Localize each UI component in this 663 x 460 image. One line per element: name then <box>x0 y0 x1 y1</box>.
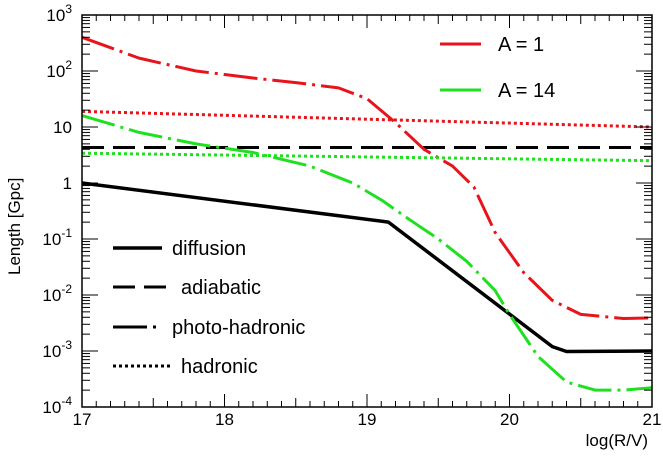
style-legend-label-diffusion: diffusion <box>172 238 246 260</box>
y-tick-label: 102 <box>46 58 72 81</box>
x-tick-labels: 17 18 19 20 21 <box>73 410 662 429</box>
x-tick-label: 21 <box>643 410 662 429</box>
x-tick-label: 18 <box>215 410 234 429</box>
series-hadronic-5 <box>81 151 653 163</box>
plot-frame <box>81 14 653 408</box>
color-legend: A = 1 A = 14 <box>440 34 555 102</box>
y-tick-labels: 10-4 10-3 10-2 10-1 1 10 102 103 <box>42 2 72 417</box>
y-tick-label: 1 <box>63 174 72 193</box>
axis-ticks <box>81 14 653 408</box>
style-legend-label-photo-hadronic: photo-hadronic <box>172 317 305 339</box>
color-legend-label-a14: A = 14 <box>498 80 555 102</box>
series-photo-hadronic-2 <box>81 35 653 320</box>
y-tick-label: 10-4 <box>42 394 72 417</box>
style-legend-label-adiabatic: adiabatic <box>181 277 261 299</box>
y-tick-label: 10 <box>53 118 72 137</box>
series-photo-hadronic-3 <box>81 114 653 392</box>
style-legend: diffusion adiabatic photo-hadronic hadro… <box>113 238 305 378</box>
series-diffusion-0 <box>81 181 653 354</box>
series-hadronic-4 <box>81 109 653 129</box>
x-axis-title: log(R/V) <box>586 431 648 450</box>
y-tick-label: 10-3 <box>42 338 72 361</box>
curves <box>81 35 653 392</box>
color-legend-label-a1: A = 1 <box>498 34 544 56</box>
x-tick-label: 17 <box>73 410 92 429</box>
x-tick-label: 19 <box>358 410 377 429</box>
style-legend-label-hadronic: hadronic <box>181 356 258 378</box>
y-axis-title: Length [Gpc] <box>5 178 24 275</box>
x-tick-label: 20 <box>500 410 519 429</box>
y-tick-label: 10-2 <box>42 282 72 305</box>
y-tick-label: 10-1 <box>42 226 72 249</box>
y-tick-label: 103 <box>46 2 72 25</box>
